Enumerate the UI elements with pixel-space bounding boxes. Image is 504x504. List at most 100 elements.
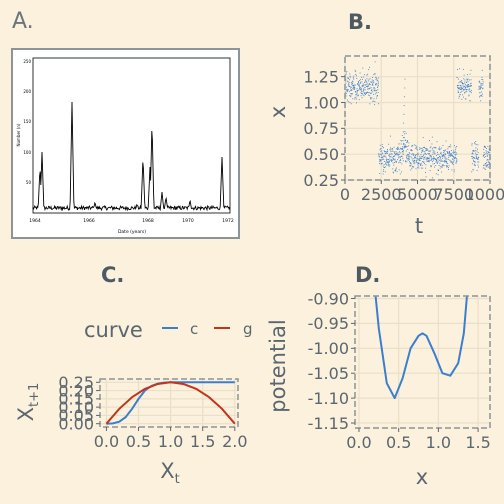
panel-b-point — [418, 167, 420, 169]
panel-b-point — [417, 158, 419, 160]
panel-b-point — [409, 149, 411, 151]
panel-b-point — [403, 137, 405, 139]
panel-b-point — [345, 74, 347, 75]
panel-b-point — [476, 150, 478, 152]
panel-b-point — [415, 147, 417, 149]
panel-b-point — [380, 147, 382, 149]
panel-b-point — [484, 146, 486, 148]
panel-b-point — [372, 84, 374, 86]
panel-b-point — [476, 157, 478, 159]
panel-b-point — [394, 170, 396, 172]
panel-b-point — [411, 150, 412, 152]
panel-a-xtick: 1964 — [29, 218, 41, 224]
panel-b-point — [472, 156, 474, 158]
panel-b-point — [444, 157, 446, 159]
panel-b-point — [378, 156, 380, 158]
panel-b-point — [384, 151, 386, 153]
panel-b-point — [477, 164, 479, 166]
panel-b-point — [472, 149, 474, 151]
panel-b-point — [428, 161, 430, 163]
panel-b-point — [439, 152, 441, 154]
panel-b-point — [415, 168, 417, 170]
panel-b-point — [424, 151, 426, 153]
panel-b-point — [429, 140, 430, 142]
panel-b-point — [350, 95, 352, 97]
panel-b-point — [354, 98, 356, 100]
panel-b-point — [478, 80, 480, 82]
panel-b-point — [376, 95, 378, 97]
panel-b-point — [380, 162, 382, 164]
panel-b-point — [454, 157, 456, 159]
panel-b-point — [415, 153, 417, 155]
panel-b-point — [458, 96, 460, 97]
panel-b-point — [438, 148, 439, 150]
panel-b-point — [480, 100, 482, 102]
panel-b-point — [460, 87, 462, 88]
panel-b-point — [475, 144, 477, 146]
panel-b-point — [418, 159, 420, 161]
panel-b-point — [360, 95, 362, 97]
panel-b-point — [416, 146, 418, 148]
panel-b-point — [440, 160, 442, 162]
panel-b-point — [383, 169, 385, 171]
panel-b-point — [404, 87, 406, 89]
panel-b-point — [370, 81, 372, 83]
panel-b-point — [349, 75, 351, 77]
panel-b-point — [370, 98, 372, 99]
panel-b-point — [474, 143, 476, 145]
panel-b-point — [386, 151, 387, 153]
plot-frame — [99, 378, 239, 428]
panel-b-point — [368, 79, 370, 81]
panel-b-point — [420, 162, 422, 164]
panel-b-point — [446, 166, 448, 168]
panel-b-point — [444, 152, 446, 154]
panel-b-point — [358, 80, 360, 82]
panel-b-point — [354, 69, 356, 71]
panel-b-point — [448, 156, 450, 158]
panel-b-point — [351, 93, 353, 95]
panel-b-point — [447, 146, 449, 148]
panel-b-point — [444, 159, 446, 161]
panel-b-point — [420, 157, 422, 159]
panel-b-point — [425, 164, 427, 166]
panel-b-point — [362, 83, 364, 85]
panel-b-point — [381, 159, 383, 161]
panel-b-point — [412, 153, 414, 155]
panel-b-point — [429, 152, 431, 154]
panel-b-point — [446, 161, 448, 163]
panel-b-point — [400, 158, 401, 160]
panel-b-point — [383, 150, 385, 152]
y-tick-label: 1.25 — [303, 67, 339, 86]
panel-b-point — [361, 97, 363, 99]
panel-b-point — [347, 77, 349, 79]
panel-b-point — [450, 153, 452, 155]
panel-b-point — [408, 156, 410, 158]
panel-b-point — [482, 84, 484, 86]
panel-b-point — [442, 154, 444, 156]
panel-b-point — [454, 153, 456, 155]
x-tick-label: 0.0 — [94, 432, 119, 451]
panel-b-point — [363, 84, 365, 86]
panel-b-point — [423, 154, 425, 156]
panel-b-point — [461, 90, 463, 92]
panel-b-point — [459, 87, 461, 89]
panel-b-point — [393, 156, 395, 158]
panel-b-point — [374, 73, 376, 75]
panel-b-point — [353, 84, 355, 86]
panel-b-point — [467, 84, 469, 86]
panel-b-point — [399, 151, 400, 153]
panel-b-point — [351, 93, 353, 95]
y-tick-label: -0.95 — [308, 314, 349, 333]
panel-b-point — [425, 149, 427, 151]
panel-b-point — [388, 161, 389, 163]
panel-b-point — [429, 170, 431, 172]
panel-b-point — [442, 145, 444, 146]
x-tick-label: 1.0 — [158, 432, 183, 451]
panel-b-point — [426, 149, 428, 151]
panel-b-point — [399, 148, 401, 150]
panel-b-point — [480, 86, 482, 88]
panel-b-point — [436, 162, 438, 164]
panel-b-point — [352, 88, 354, 90]
panel-b-point — [446, 162, 448, 164]
panel-b-point — [367, 88, 369, 90]
